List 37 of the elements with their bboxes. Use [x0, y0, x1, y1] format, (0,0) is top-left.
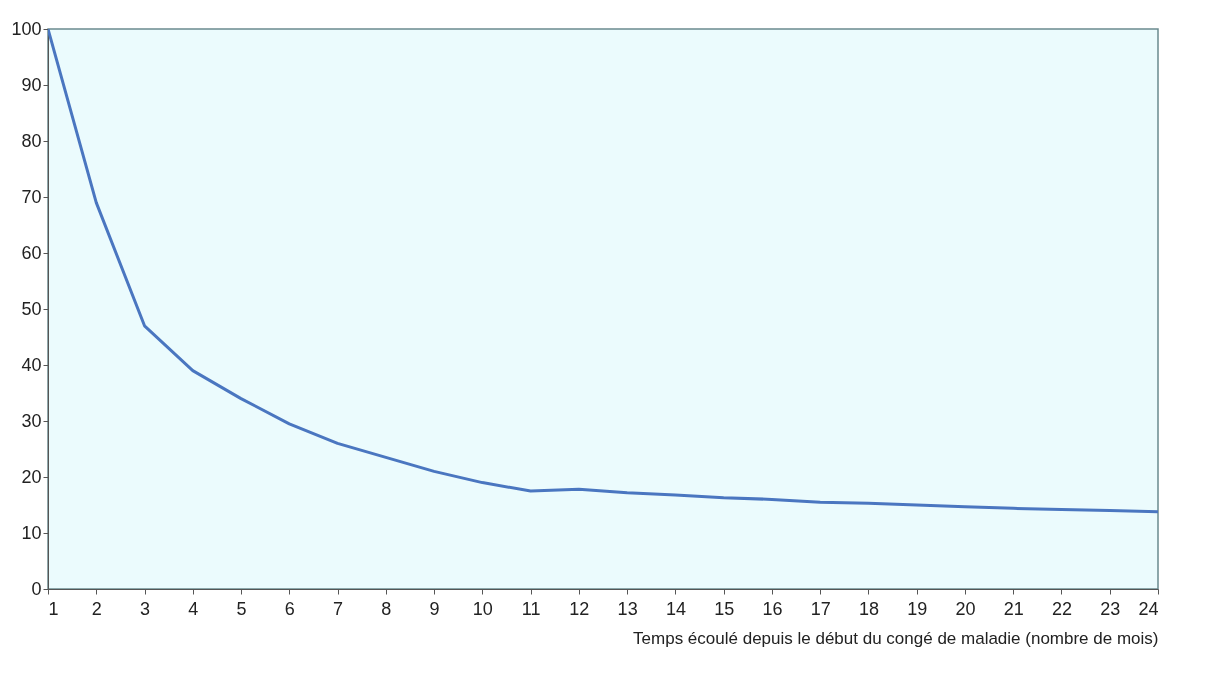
x-tick-label: 5 [236, 598, 247, 619]
y-tick-label: 40 [21, 354, 42, 375]
x-tick-label: 22 [1051, 598, 1072, 619]
x-tick-label: 10 [472, 598, 493, 619]
y-tick-label: 100 [11, 18, 42, 39]
y-tick-label: 60 [21, 242, 42, 263]
x-tick-label: 1 [48, 598, 59, 619]
y-tick-label: 80 [21, 130, 42, 151]
x-tick-label: 4 [188, 598, 199, 619]
x-tick-label: 24 [1138, 598, 1159, 619]
x-tick-label: 16 [762, 598, 783, 619]
x-tick-label: 11 [521, 598, 541, 619]
x-tick-label: 18 [858, 598, 879, 619]
x-tick-label: 6 [284, 598, 295, 619]
x-tick-label: 20 [955, 598, 976, 619]
line-series [48, 29, 1158, 514]
y-tick-label: 90 [21, 74, 42, 95]
y-tick-label: 0 [31, 578, 42, 599]
y-tick-label: 30 [21, 410, 42, 431]
x-tick-label: 19 [907, 598, 928, 619]
x-tick-label: 12 [569, 598, 590, 619]
x-tick-label: 21 [1003, 598, 1024, 619]
x-tick-label: 13 [617, 598, 638, 619]
y-tick-label: 10 [21, 522, 42, 543]
x-tick-label: 2 [91, 598, 102, 619]
x-tick-label: 15 [714, 598, 735, 619]
x-axis-title: Temps écoulé depuis le début du congé de maladie (nombre de mois) [633, 628, 1159, 648]
y-tick-label: 70 [21, 186, 42, 207]
y-tick-label: 50 [21, 298, 42, 319]
x-tick-label: 8 [381, 598, 392, 619]
x-tick-label: 3 [140, 598, 151, 619]
x-tick-label: 17 [810, 598, 831, 619]
x-tick-label: 7 [333, 598, 344, 619]
x-tick-label: 9 [429, 598, 440, 619]
x-tick-label: 14 [665, 598, 686, 619]
y-tick-label: 20 [21, 466, 42, 487]
x-tick-label: 23 [1100, 598, 1121, 619]
